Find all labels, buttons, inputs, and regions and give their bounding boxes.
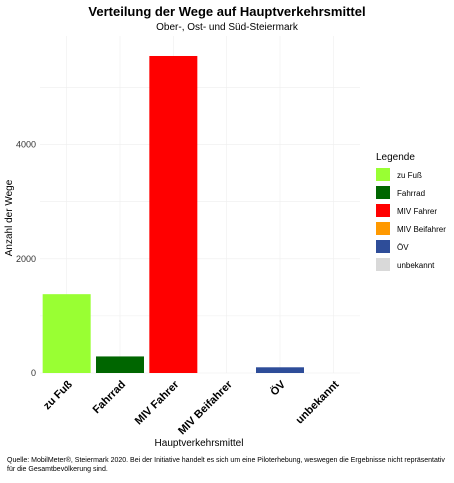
legend-label: MIV Fahrer: [397, 207, 437, 216]
legend-swatch: [376, 204, 390, 217]
bar: [149, 55, 198, 374]
bar: [256, 367, 304, 373]
x-tick-label: MIV Beifahrer: [176, 378, 235, 437]
bar: [96, 356, 144, 373]
x-axis-label: Hauptverkehrsmittel: [155, 438, 244, 449]
source-caption: Quelle: MobilMeter®, Steiermark 2020. Be…: [7, 457, 445, 473]
chart-subtitle: Ober-, Ost- und Süd-Steiermark: [156, 22, 299, 33]
bar: [42, 294, 91, 373]
chart-title: Verteilung der Wege auf Hauptverkehrsmit…: [88, 4, 365, 19]
legend-label: MIV Beifahrer: [397, 225, 446, 234]
legend-label: Fahrrad: [397, 189, 425, 198]
legend-swatch: [376, 186, 390, 199]
x-tick-label: Fahrrad: [91, 379, 128, 416]
legend-label: zu Fuß: [397, 171, 422, 180]
legend-title: Legende: [376, 152, 415, 163]
y-tick-label: 4000: [16, 140, 36, 150]
x-tick-label: MIV Fahrer: [133, 378, 182, 427]
y-tick-label: 2000: [16, 254, 36, 264]
y-axis-ticks: 0 2000 4000: [16, 140, 36, 378]
legend-label: ÖV: [397, 243, 409, 252]
legend-swatch: [376, 258, 390, 271]
legend-swatch: [376, 240, 390, 253]
x-tick-label: ÖV: [268, 377, 289, 398]
legend: Legende zu Fuß Fahrrad MIV Fahrer MIV Beifa…: [376, 152, 446, 271]
x-tick-label: unbekannt: [294, 378, 342, 426]
legend-swatch: [376, 168, 390, 181]
x-tick-label: zu Fuß: [41, 378, 75, 412]
bars: [42, 55, 304, 374]
legend-swatch: [376, 222, 390, 235]
y-axis-label: Anzahl der Wege: [4, 179, 15, 256]
y-tick-label: 0: [31, 368, 36, 378]
legend-label: unbekannt: [397, 261, 435, 270]
